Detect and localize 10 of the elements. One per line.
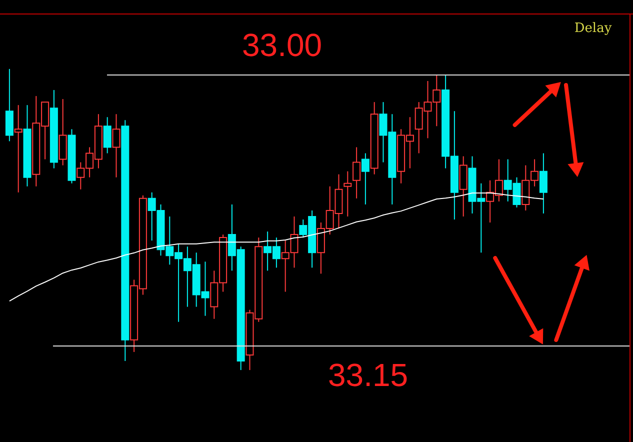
candlestick (103, 116, 112, 154)
text: Delay (574, 21, 612, 36)
candlestick (344, 170, 352, 217)
text: 33.00 (242, 27, 322, 63)
candlestick (361, 152, 370, 205)
candlestick (112, 114, 120, 178)
annotation: 33.15 (328, 357, 408, 393)
candlestick (539, 152, 548, 214)
candlestick (14, 104, 22, 193)
candlestick (352, 146, 361, 199)
